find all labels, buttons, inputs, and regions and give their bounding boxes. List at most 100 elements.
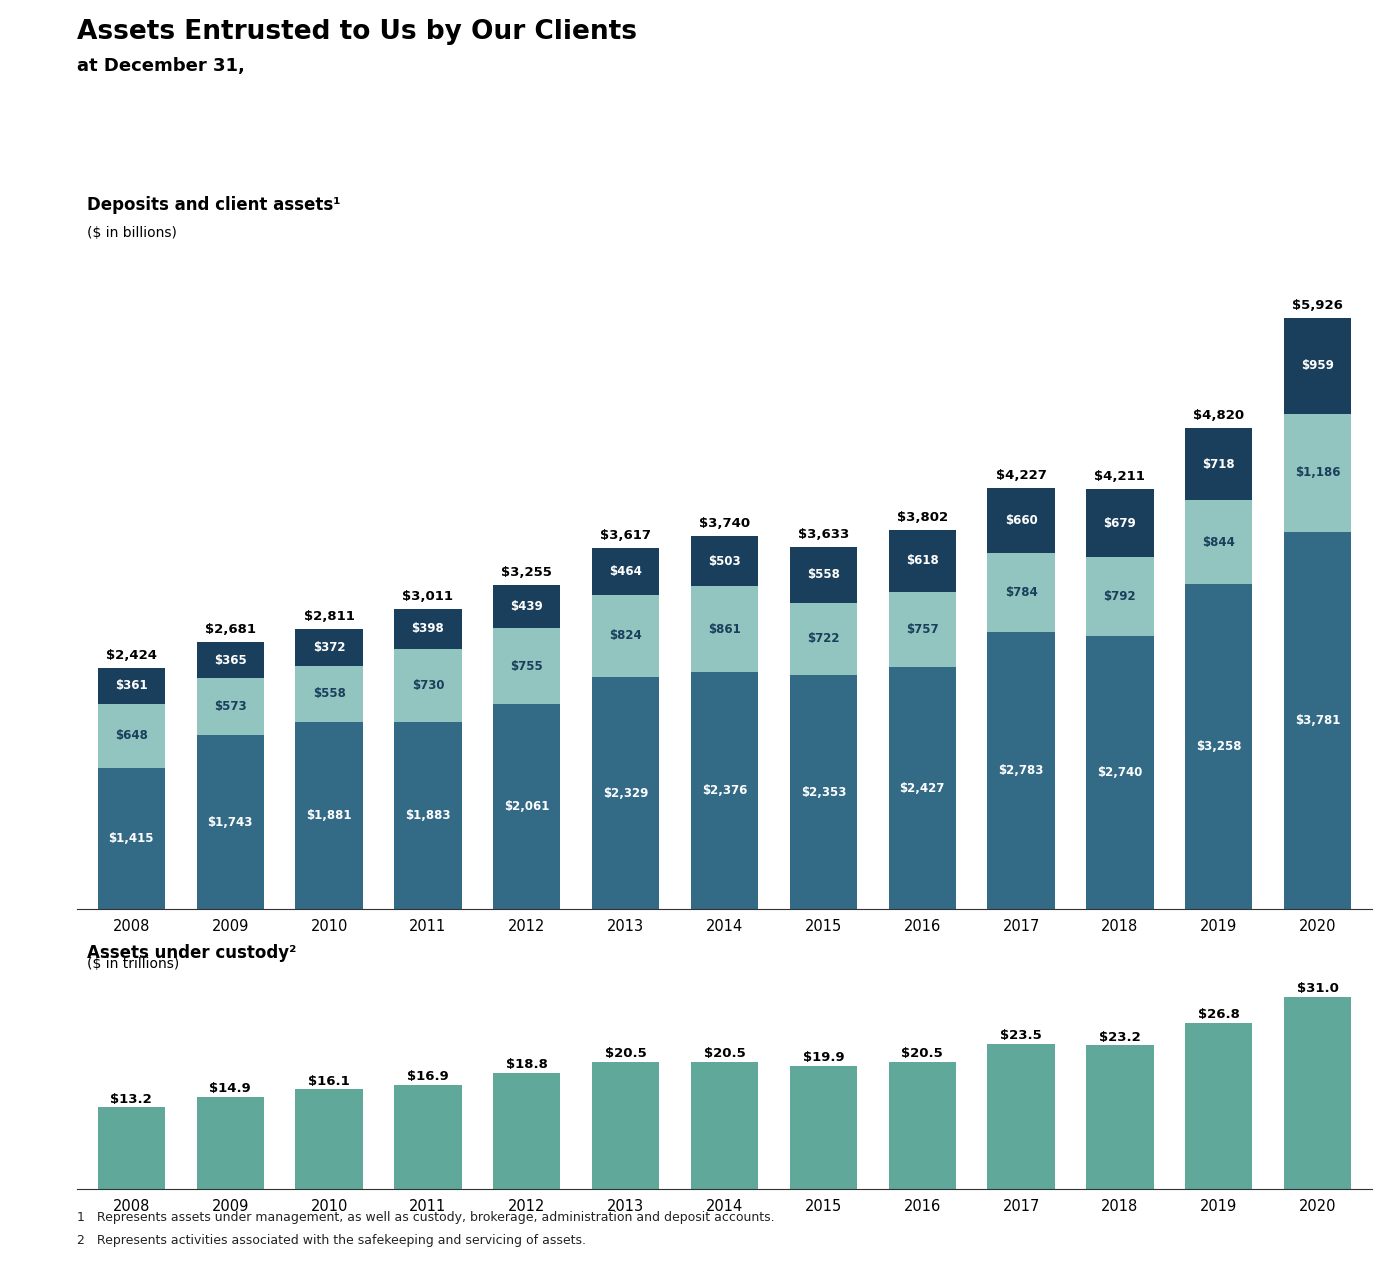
- Text: $2,427: $2,427: [900, 782, 945, 795]
- Text: $844: $844: [1203, 536, 1235, 548]
- Bar: [295, 628, 363, 667]
- Text: $1,415: $1,415: [109, 832, 154, 846]
- Bar: [592, 548, 659, 595]
- Text: $2,681: $2,681: [204, 623, 256, 636]
- Text: $2,353: $2,353: [801, 786, 846, 799]
- Text: ($ in trillions): ($ in trillions): [87, 957, 179, 971]
- Bar: [196, 678, 263, 735]
- Text: $718: $718: [1203, 458, 1235, 471]
- Bar: [690, 537, 759, 586]
- Bar: [493, 1072, 560, 1189]
- Bar: [1186, 500, 1253, 584]
- Text: $730: $730: [412, 678, 444, 692]
- Bar: [1186, 429, 1253, 500]
- Text: $16.9: $16.9: [407, 1070, 449, 1082]
- Text: $464: $464: [609, 565, 643, 577]
- Text: $398: $398: [412, 622, 444, 635]
- Text: $824: $824: [609, 630, 643, 642]
- Bar: [790, 674, 857, 909]
- Text: $4,820: $4,820: [1193, 410, 1245, 422]
- Text: $3,633: $3,633: [798, 528, 848, 541]
- Text: $3,617: $3,617: [601, 529, 651, 542]
- Text: $2,376: $2,376: [701, 785, 748, 798]
- Text: $16.1: $16.1: [308, 1075, 350, 1088]
- Text: $1,186: $1,186: [1295, 467, 1340, 480]
- Text: $784: $784: [1005, 586, 1037, 599]
- Bar: [889, 530, 956, 591]
- Text: $861: $861: [708, 623, 741, 636]
- Bar: [889, 591, 956, 668]
- Text: $4,211: $4,211: [1095, 471, 1145, 483]
- Bar: [196, 1096, 263, 1189]
- Bar: [1086, 1046, 1154, 1189]
- Text: $558: $558: [806, 569, 840, 581]
- Bar: [987, 487, 1054, 553]
- Text: $3,255: $3,255: [501, 566, 552, 579]
- Bar: [395, 721, 462, 909]
- Bar: [1086, 636, 1154, 909]
- Text: $26.8: $26.8: [1198, 1009, 1240, 1021]
- Text: $2,329: $2,329: [603, 787, 648, 800]
- Text: $2,783: $2,783: [998, 764, 1044, 777]
- Text: $757: $757: [906, 623, 938, 636]
- Text: $3,802: $3,802: [896, 511, 948, 524]
- Text: $365: $365: [214, 654, 246, 667]
- Text: $20.5: $20.5: [704, 1047, 745, 1061]
- Bar: [1284, 532, 1351, 909]
- Bar: [98, 703, 165, 768]
- Text: $2,424: $2,424: [106, 649, 157, 661]
- Bar: [592, 1062, 659, 1189]
- Bar: [1284, 413, 1351, 532]
- Text: $618: $618: [906, 555, 938, 567]
- Bar: [690, 586, 759, 673]
- Bar: [592, 595, 659, 677]
- Text: $31.0: $31.0: [1296, 982, 1338, 995]
- Bar: [987, 553, 1054, 632]
- Text: $20.5: $20.5: [605, 1047, 647, 1061]
- Bar: [889, 1062, 956, 1189]
- Bar: [295, 721, 363, 909]
- Bar: [493, 628, 560, 703]
- Bar: [790, 547, 857, 603]
- Text: $1,743: $1,743: [207, 817, 253, 829]
- Bar: [1086, 490, 1154, 557]
- Text: 2   Represents activities associated with the safekeeping and servicing of asset: 2 Represents activities associated with …: [77, 1234, 587, 1247]
- Bar: [1186, 584, 1253, 909]
- Text: $722: $722: [808, 632, 840, 645]
- Text: $558: $558: [312, 687, 346, 701]
- Text: $3,740: $3,740: [699, 518, 750, 530]
- Bar: [790, 1066, 857, 1189]
- Text: $2,811: $2,811: [304, 609, 354, 623]
- Text: $4,227: $4,227: [995, 468, 1047, 482]
- Text: $18.8: $18.8: [505, 1058, 547, 1071]
- Legend: Client assets, Wholesale deposits, Consumer deposits: Client assets, Wholesale deposits, Consu…: [84, 958, 605, 985]
- Text: $3,258: $3,258: [1196, 740, 1242, 753]
- Bar: [295, 667, 363, 721]
- Bar: [295, 1090, 363, 1189]
- Text: at December 31,: at December 31,: [77, 57, 245, 75]
- Text: Assets Entrusted to Us by Our Clients: Assets Entrusted to Us by Our Clients: [77, 19, 637, 45]
- Bar: [1186, 1023, 1253, 1189]
- Bar: [1284, 997, 1351, 1189]
- Bar: [395, 609, 462, 649]
- Text: 1   Represents assets under management, as well as custody, brokerage, administr: 1 Represents assets under management, as…: [77, 1211, 774, 1224]
- Text: $959: $959: [1301, 359, 1334, 373]
- Text: $503: $503: [708, 555, 741, 567]
- Bar: [395, 649, 462, 721]
- Bar: [1284, 318, 1351, 413]
- Text: $1,881: $1,881: [307, 809, 351, 822]
- Text: Deposits and client assets¹: Deposits and client assets¹: [87, 196, 340, 214]
- Bar: [98, 768, 165, 909]
- Text: $361: $361: [115, 679, 147, 692]
- Text: $2,740: $2,740: [1098, 766, 1142, 780]
- Text: $679: $679: [1103, 516, 1137, 529]
- Text: $792: $792: [1103, 590, 1137, 603]
- Bar: [493, 703, 560, 909]
- Bar: [1086, 557, 1154, 636]
- Text: $14.9: $14.9: [210, 1082, 251, 1095]
- Text: $755: $755: [511, 660, 543, 673]
- Bar: [592, 677, 659, 909]
- Bar: [493, 585, 560, 628]
- Text: $660: $660: [1005, 514, 1037, 527]
- Bar: [395, 1085, 462, 1189]
